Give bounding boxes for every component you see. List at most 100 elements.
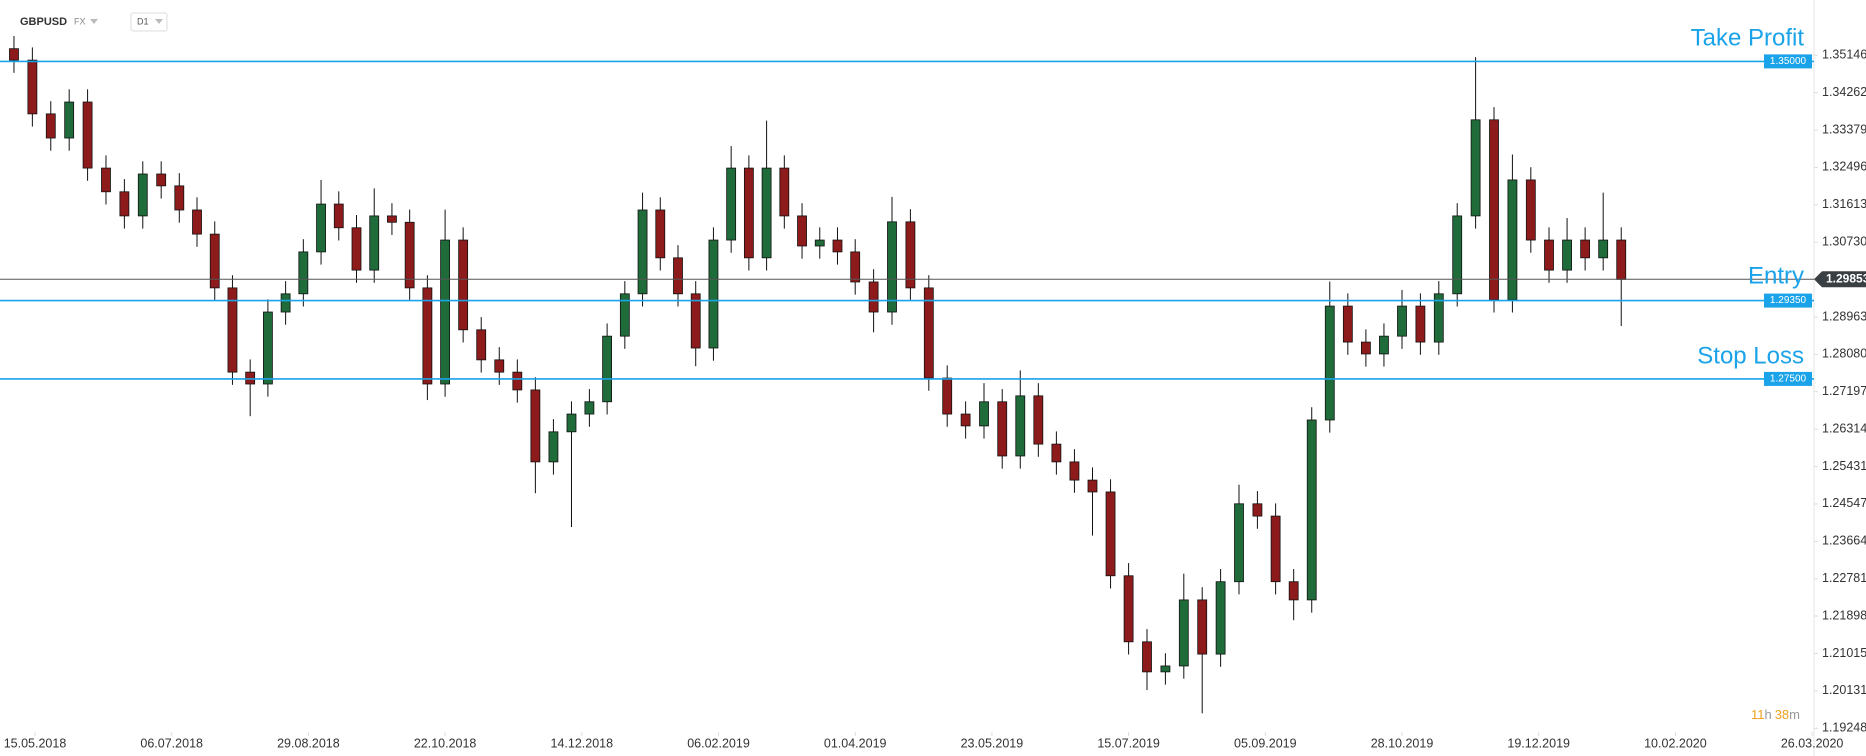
candle-body (1507, 179, 1518, 301)
candle-body (9, 48, 19, 61)
candle-body (1033, 395, 1044, 445)
candle-body (137, 173, 148, 217)
candle-body (1105, 491, 1116, 577)
candle-body (708, 239, 719, 349)
candle-body (1379, 335, 1389, 355)
y-tick-label: 1.34262 (1822, 85, 1866, 99)
y-tick-label: 1.27197 (1822, 384, 1866, 398)
x-tick-label: 28.10.2019 (1371, 736, 1434, 750)
candle-body (64, 101, 75, 139)
y-tick-label: 1.26314 (1822, 421, 1866, 435)
dropdown-arrow[interactable] (90, 19, 98, 24)
y-tick-label: 1.31613 (1822, 197, 1866, 211)
interval-box[interactable] (130, 12, 168, 32)
candle-body (1433, 293, 1444, 343)
candle-body (814, 239, 825, 247)
candle-body (227, 287, 238, 373)
candle-body (1598, 239, 1609, 259)
x-tick-label: 10.02.2020 (1644, 736, 1707, 750)
candle-body (905, 221, 916, 289)
candle-body (387, 215, 397, 223)
interval-arrow[interactable] (155, 19, 163, 24)
y-tick-label: 1.21898 (1822, 608, 1866, 622)
candle-body (351, 227, 362, 271)
candle-body (156, 173, 167, 187)
candle-body (245, 371, 256, 385)
countdown: 11h 38m (1751, 707, 1800, 722)
candle-body (1234, 503, 1244, 583)
candle-body (850, 251, 861, 283)
candle-body (1069, 461, 1080, 481)
candle-body (1270, 515, 1281, 583)
y-tick-label: 1.23664 (1822, 534, 1866, 548)
x-tick-label: 14.12.2018 (551, 736, 614, 750)
candle-body (942, 377, 953, 415)
candle-body (1142, 641, 1152, 673)
candle-body (761, 167, 772, 259)
candle-body (333, 203, 344, 229)
x-tick-label: 19.12.2019 (1507, 736, 1570, 750)
level-box (1764, 54, 1812, 69)
candle-body (1342, 305, 1353, 343)
candle-body (1544, 239, 1554, 271)
candle-body (82, 101, 93, 169)
market: FX (74, 16, 86, 26)
candle-body (997, 401, 1008, 457)
candle-body (673, 257, 683, 295)
y-tick-label: 1.24547 (1822, 496, 1866, 510)
candle-body (548, 431, 559, 463)
y-tick-label: 1.28963 (1822, 309, 1866, 323)
candle-body (923, 287, 934, 379)
level-label: 1.35000 (1770, 56, 1807, 67)
candle-body (440, 239, 451, 385)
candle-body (979, 401, 989, 427)
last-price-label: 1.29853 (1826, 271, 1866, 285)
candle-body (1562, 239, 1572, 271)
y-tick-label: 1.19248 (1822, 721, 1866, 735)
candle-body (1306, 419, 1317, 601)
candle-body (1015, 395, 1026, 457)
candle-body (566, 413, 577, 433)
candle-body (298, 251, 309, 295)
level-box (1764, 293, 1812, 308)
level-name: Take Profit (1691, 25, 1805, 52)
y-tick-label: 1.25431 (1822, 459, 1866, 473)
x-tick-label: 22.10.2018 (414, 736, 477, 750)
candle-body (602, 335, 613, 403)
last-price-box (1814, 271, 1866, 288)
symbol: GBPUSD (20, 16, 67, 28)
candle-body (1616, 239, 1627, 280)
candle-body (280, 293, 291, 313)
candle-body (619, 293, 630, 337)
candle-body (458, 239, 469, 331)
interval[interactable]: D1 (137, 16, 149, 26)
candle-body (690, 293, 701, 349)
x-tick-label: 26.03.2020 (1781, 736, 1844, 750)
candle-body (743, 167, 754, 259)
level-name: Stop Loss (1697, 342, 1804, 369)
candle-body (1415, 305, 1426, 343)
candle-body (1470, 119, 1481, 217)
y-tick-label: 1.32496 (1822, 160, 1866, 174)
y-tick-label: 1.22781 (1822, 571, 1866, 585)
candle-body (1197, 599, 1208, 655)
candle-body (316, 203, 326, 253)
candle-body (1452, 215, 1463, 295)
countdown-hours: 11 (1751, 707, 1765, 722)
x-tick-label: 01.04.2019 (824, 736, 887, 750)
candle-body (887, 221, 897, 313)
candle-body (1178, 599, 1189, 667)
candles (9, 35, 1627, 714)
candle-body (174, 185, 185, 211)
candle-body (262, 311, 273, 385)
y-tick-label: 1.21015 (1822, 646, 1866, 660)
y-tick-label: 1.30730 (1822, 234, 1866, 248)
candle-body (209, 233, 220, 289)
candle-body (832, 239, 843, 253)
header: GBPUSD FX D1 (20, 12, 168, 32)
candle-body (27, 59, 38, 115)
x-tick-label: 06.07.2018 (140, 736, 203, 750)
candle-body (1051, 443, 1062, 463)
candle-body (422, 287, 433, 385)
